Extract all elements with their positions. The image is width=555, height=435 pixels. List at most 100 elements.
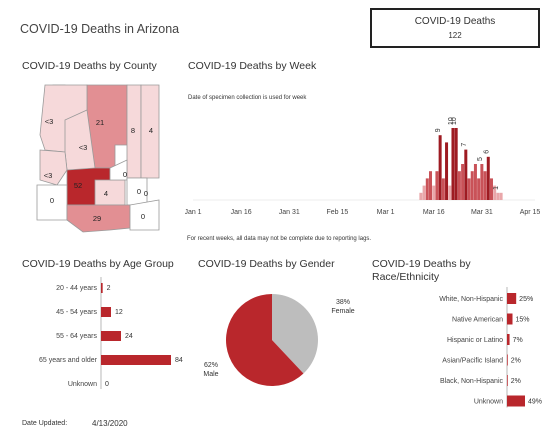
age-bar-value: 12 — [115, 309, 123, 316]
week-bar[interactable] — [483, 171, 487, 200]
age-bar-value: 2 — [107, 285, 111, 292]
gender-label: 62% — [204, 362, 218, 369]
week-bar[interactable] — [438, 135, 442, 200]
age-category-label: 45 - 54 years — [56, 309, 97, 316]
race-category-label: Hispanic or Latino — [447, 337, 503, 344]
age-bar[interactable] — [101, 283, 103, 293]
race-bar[interactable] — [507, 354, 508, 366]
county-value-label: <3 — [45, 117, 54, 126]
county-value-label: <3 — [44, 171, 53, 180]
age-title: COVID-19 Deaths by Age Group — [22, 258, 174, 270]
week-footnote: For recent weeks, all data may not be co… — [187, 236, 372, 242]
county-value-label: <3 — [79, 143, 88, 152]
week-bar[interactable] — [419, 192, 423, 200]
week-bar[interactable] — [467, 178, 471, 200]
county-value-label: 29 — [93, 214, 101, 223]
week-subtitle: Date of specimen collection is used for … — [188, 95, 307, 101]
week-bar[interactable] — [457, 171, 461, 200]
race-bar-value: 49% — [528, 399, 542, 406]
week-bar[interactable] — [464, 149, 468, 200]
week-bar[interactable] — [422, 185, 426, 200]
race-category-label: Asian/Pacific Island — [442, 358, 503, 365]
week-bar[interactable] — [429, 171, 433, 200]
week-bar[interactable] — [473, 164, 477, 200]
week-bar-label: 10 — [448, 117, 455, 125]
race-bar-value: 25% — [519, 296, 533, 303]
week-x-tick: Mar 31 — [471, 209, 493, 216]
week-bar[interactable] — [451, 128, 455, 200]
week-bar-label: 5 — [477, 157, 484, 161]
county-value-label: 4 — [104, 189, 108, 198]
age-bar[interactable] — [101, 307, 111, 317]
age-bar-value: 24 — [125, 333, 133, 340]
week-bar-label: 9 — [435, 128, 442, 132]
kpi-label: COVID-19 Deaths — [414, 16, 496, 27]
week-bar[interactable] — [454, 128, 458, 200]
age-category-label: Unknown — [68, 381, 97, 388]
age-bar[interactable] — [101, 331, 121, 341]
kpi-value: 122 — [448, 31, 462, 40]
week-bar[interactable] — [461, 164, 465, 200]
week-bar[interactable] — [489, 178, 493, 200]
race-bar[interactable] — [507, 395, 525, 407]
week-bar-label: 10 — [451, 117, 458, 125]
week-x-tick: Apr 15 — [520, 209, 541, 216]
race-title-line1: COVID-19 Deaths by — [372, 258, 471, 270]
week-bar[interactable] — [480, 164, 484, 200]
week-bar[interactable] — [448, 185, 452, 200]
week-x-tick: Jan 16 — [231, 209, 252, 216]
race-bar-value: 2% — [511, 378, 521, 385]
week-x-tick: Jan 31 — [279, 209, 300, 216]
week-bar[interactable] — [445, 142, 449, 200]
race-bar[interactable] — [507, 293, 517, 304]
county-la-paz[interactable] — [39, 149, 68, 186]
gender-label: 38% — [336, 299, 350, 306]
county-apache[interactable] — [140, 84, 160, 179]
week-bar[interactable] — [493, 185, 497, 200]
week-bar[interactable] — [435, 171, 439, 200]
week-bar-label: 7 — [461, 143, 468, 147]
county-value-label: 0 — [50, 196, 54, 205]
race-category-label: White, Non-Hispanic — [439, 296, 503, 303]
race-category-label: Black, Non-Hispanic — [440, 378, 504, 385]
county-pinal[interactable] — [94, 179, 126, 206]
race-chart: White, Non-Hispanic 25% Native American 15%… — [439, 287, 542, 408]
week-bar-label: 6 — [483, 150, 490, 154]
age-category-label: 55 - 64 years — [56, 333, 97, 340]
race-bar[interactable] — [507, 334, 510, 345]
week-bar[interactable] — [477, 178, 481, 200]
county-value-label: 8 — [131, 126, 135, 135]
age-category-label: 65 years and older — [39, 357, 98, 364]
race-category-label: Unknown — [474, 399, 503, 406]
week-bar[interactable] — [470, 171, 474, 200]
race-bar-value: 2% — [511, 358, 521, 365]
race-bar[interactable] — [507, 313, 513, 325]
race-bar[interactable] — [507, 375, 508, 386]
gender-slice[interactable] — [272, 294, 318, 374]
race-title-line2: Race/Ethnicity — [372, 271, 440, 283]
county-cochise[interactable] — [129, 199, 160, 231]
gender-label: Male — [203, 371, 218, 378]
week-bar[interactable] — [499, 192, 503, 200]
gender-slice[interactable] — [226, 294, 304, 386]
week-x-tick: Mar 1 — [377, 209, 395, 216]
page-title: COVID-19 Deaths in Arizona — [20, 22, 180, 36]
week-bar[interactable] — [496, 192, 500, 200]
kpi-total-deaths: COVID-19 Deaths 122 — [370, 8, 540, 48]
county-title: COVID-19 Deaths by County — [22, 60, 157, 72]
week-bar[interactable] — [432, 185, 436, 200]
county-value-label: 0 — [137, 187, 141, 196]
age-bar[interactable] — [101, 355, 171, 365]
race-bar-value: 7% — [513, 337, 523, 344]
week-bar[interactable] — [441, 178, 445, 200]
race-bar-value: 15% — [516, 317, 530, 324]
date-updated-label: Date Updated: — [22, 420, 68, 427]
county-value-label: 0 — [141, 212, 145, 221]
county-value-label: 4 — [149, 126, 153, 135]
age-category-label: 20 - 44 years — [56, 285, 97, 292]
county-value-label: 0 — [123, 170, 127, 179]
week-bar[interactable] — [486, 156, 490, 200]
week-bar[interactable] — [425, 178, 429, 200]
